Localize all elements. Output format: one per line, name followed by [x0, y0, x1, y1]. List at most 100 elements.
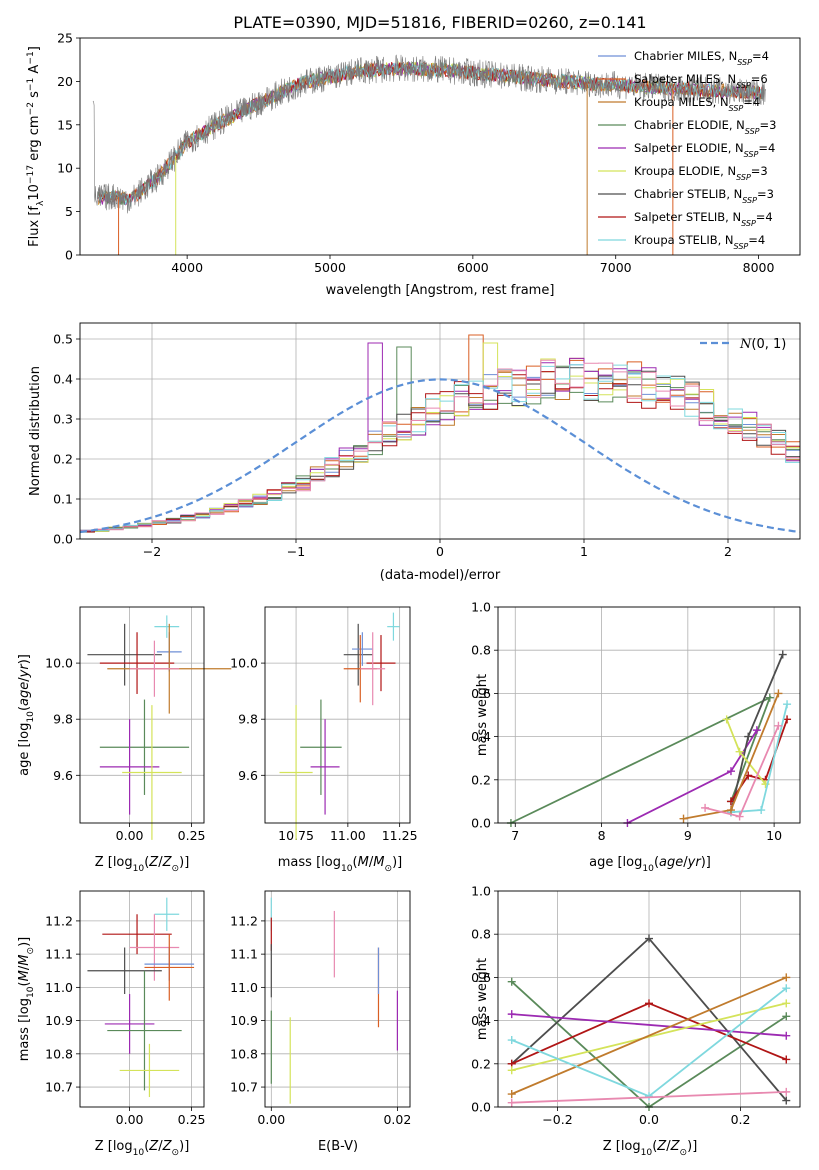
weight-vs-age-frame: [497, 606, 801, 824]
y-tick-label: 0.6: [471, 686, 491, 701]
label-part: SSP: [744, 150, 759, 159]
label-part: SSP: [736, 173, 751, 182]
weight-vs-z-xlabel: Z [log10(Z/Z⊙)]: [603, 1139, 698, 1158]
label-part: Z: [148, 1139, 159, 1154]
mass-vs-ebv-frame: [264, 890, 411, 1108]
label-part: age [log: [589, 855, 642, 870]
x-tick-label: 0.00: [116, 1112, 144, 1127]
histogram-steps: [80, 334, 800, 533]
label-part: (0, 1): [751, 337, 786, 352]
legend-label-salpeter_elodie: Salpeter ELODIE, NSSP=4: [634, 141, 775, 159]
legend-label-kroupa_stelib: Kroupa STELIB, NSSP=4: [634, 233, 765, 251]
age-vs-mass-xlabel: mass [log10(M/M⊙)]: [278, 855, 402, 874]
weight-marker-kroupa_miles: [726, 806, 735, 815]
mass-vs-ebv-axes: 0.00 0.02 10.7 10.8 10.9 11.0 11.1 11.2: [230, 891, 411, 1127]
y-tick-label: 11.0: [230, 980, 258, 995]
label-part: Salpeter STELIB, N: [634, 210, 741, 224]
weight-vs-age-axes: 7 8 9 10 0.0 0.2 0.4 0.6 0.8 1.0: [471, 600, 800, 843]
label-part: (: [17, 981, 32, 986]
weight-marker-kroupa_stelib: [645, 1092, 653, 1101]
weight-marker-pink: [701, 803, 710, 812]
histogram-kroupa_stelib: [80, 364, 800, 531]
y-tick-label: 0.0: [53, 532, 73, 547]
y-tick-label: 0.6: [471, 970, 491, 985]
label-part: 10: [341, 864, 353, 874]
mass-vs-z-xlabel: Z [log10(Z/Z⊙)]: [95, 1139, 190, 1158]
label-part: 10: [26, 711, 36, 723]
x-tick-label: 0.25: [178, 828, 206, 843]
label-part: ⊙: [172, 1148, 180, 1158]
label-part: −17: [26, 165, 36, 184]
label-part: =3: [757, 187, 774, 201]
weight-marker-chabrier_elodie: [507, 977, 516, 986]
weight-marker-kroupa_elodie: [735, 747, 744, 756]
label-part: age [log: [17, 723, 32, 776]
x-tick-label: −0.2: [542, 1112, 572, 1127]
label-part: yr: [687, 855, 703, 870]
label-part: /: [158, 855, 163, 870]
x-tick-label: 8: [598, 828, 606, 843]
x-tick-label: 5000: [314, 260, 346, 275]
residuals-frame: [79, 322, 801, 540]
label-part: 10: [642, 864, 654, 874]
weight-marker-chabrier_stelib: [744, 732, 753, 741]
label-part: Kroupa MILES, N: [634, 95, 729, 109]
weight-marker-kroupa_elodie: [782, 999, 791, 1008]
y-tick-label: 10.0: [230, 656, 258, 671]
weight-line-salpeter_elodie: [511, 1013, 787, 1037]
label-part: M: [17, 970, 32, 981]
label-part: SSP: [742, 196, 757, 205]
label-part: =6: [751, 72, 768, 86]
weight-marker-chabrier_stelib: [782, 1096, 791, 1105]
spectrum-data: [92, 54, 766, 214]
weight-vs-age-ylabel: mass weight: [475, 674, 490, 756]
label-part: A: [27, 65, 42, 78]
label-part: /: [369, 855, 374, 870]
label-part: erg cm: [27, 115, 42, 164]
label-part: ⊙: [384, 864, 392, 874]
residuals-xlabel: (data-model)/error: [380, 568, 501, 583]
weight-marker-kroupa_elodie: [722, 715, 731, 724]
figure-title: PLATE=0390, MJD=51816, FIBERID=0260, z=0…: [233, 13, 646, 32]
label-part: /: [158, 1139, 163, 1154]
y-tick-label: 0.0: [471, 816, 491, 831]
y-tick-label: 10.7: [45, 1080, 73, 1095]
x-tick-label: 11.00: [330, 828, 366, 843]
y-tick-label: 1.0: [471, 600, 491, 615]
weight-marker-kroupa_stelib: [757, 806, 766, 815]
legend-label-kroupa_miles: Kroupa MILES, NSSP=4: [634, 95, 760, 113]
weight-line-pink: [511, 1091, 787, 1104]
age-vs-z-frame: [79, 606, 205, 824]
weight-marker-salpeter_elodie: [782, 1031, 791, 1040]
label-part: (: [144, 855, 149, 870]
label-part: Chabrier ELODIE, N: [634, 118, 745, 132]
spectrum-axes: 4000 5000 6000 7000 8000 0 5 10 15 20 25: [57, 31, 774, 276]
legend-label-kroupa_elodie: Kroupa ELODIE, NSSP=3: [634, 164, 768, 182]
label-part: 10: [26, 986, 36, 998]
x-tick-label: 0.0: [639, 1112, 659, 1127]
y-tick-label: 11.2: [230, 913, 258, 928]
label-part: Kroupa STELIB, N: [634, 233, 734, 247]
y-tick-label: 0.2: [53, 452, 73, 467]
label-part: yr: [17, 663, 32, 679]
label-part: )]: [179, 855, 189, 870]
legend-label-chabrier_elodie: Chabrier ELODIE, NSSP=3: [634, 118, 776, 136]
x-tick-label: 4000: [171, 260, 203, 275]
label-part: 10: [133, 1148, 145, 1158]
spectrum-frame: [79, 37, 801, 256]
spectrum-lines: [92, 54, 766, 255]
y-tick-label: 10.9: [45, 1013, 73, 1028]
y-tick-label: 5: [65, 204, 73, 219]
y-tick-label: 11.1: [230, 947, 258, 962]
label-part: )]: [17, 654, 32, 664]
weight-marker-kroupa_stelib: [783, 700, 792, 709]
x-tick-label: −1: [287, 544, 305, 559]
mass-vs-ebv-xlabel: E(B-V): [318, 1139, 358, 1154]
y-tick-label: 11.1: [45, 947, 73, 962]
weight-marker-chabrier_elodie: [782, 1012, 791, 1021]
label-part: M: [358, 855, 369, 870]
label-part: mass [log: [278, 855, 341, 870]
x-tick-label: 6000: [457, 260, 489, 275]
y-tick-label: 0.2: [471, 772, 491, 787]
